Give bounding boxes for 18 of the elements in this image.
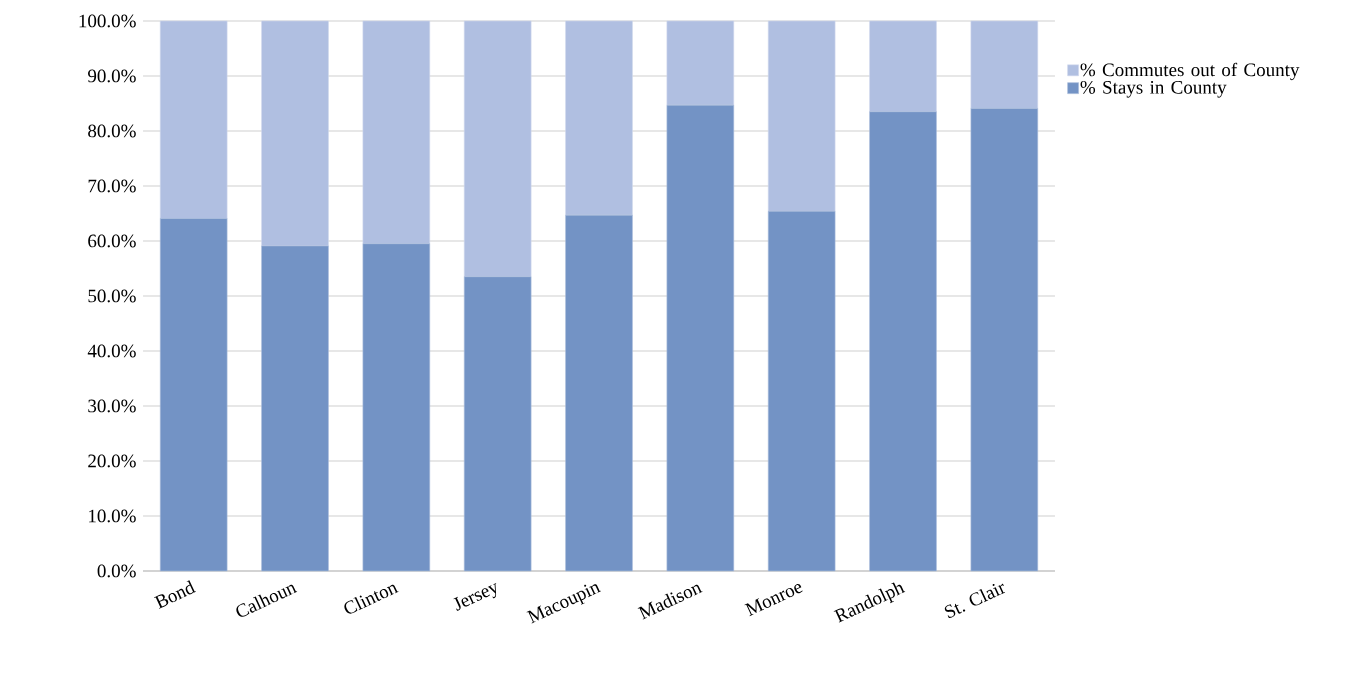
y-tick-label: 10.0%: [89, 509, 136, 523]
legend-label: % Commutes out of County: [1080, 62, 1300, 81]
x-tick-label: Jersey: [453, 583, 497, 611]
y-tick-label: 0.0%: [97, 564, 136, 578]
y-tick-label: 100.0%: [79, 14, 136, 28]
y-tick-label: 60.0%: [88, 234, 136, 248]
y-tick-label: 20.0%: [88, 454, 136, 468]
y-tick-label: 90.0%: [88, 69, 136, 83]
y-tick-label: 80.0%: [88, 124, 136, 138]
y-tick-label: 70.0%: [88, 179, 136, 193]
x-tick-label: St. Clair: [944, 583, 1006, 619]
x-tick-label: Bond: [154, 580, 196, 609]
y-tick-label: 50.0%: [88, 289, 136, 303]
x-tick-label: Monroe: [744, 584, 803, 617]
x-tick-label: Clinton: [344, 584, 399, 614]
legend-label: % Stays in County: [1080, 80, 1227, 98]
y-tick-label: 40.0%: [87, 344, 136, 358]
y-tick-label: 30.0%: [88, 399, 136, 413]
